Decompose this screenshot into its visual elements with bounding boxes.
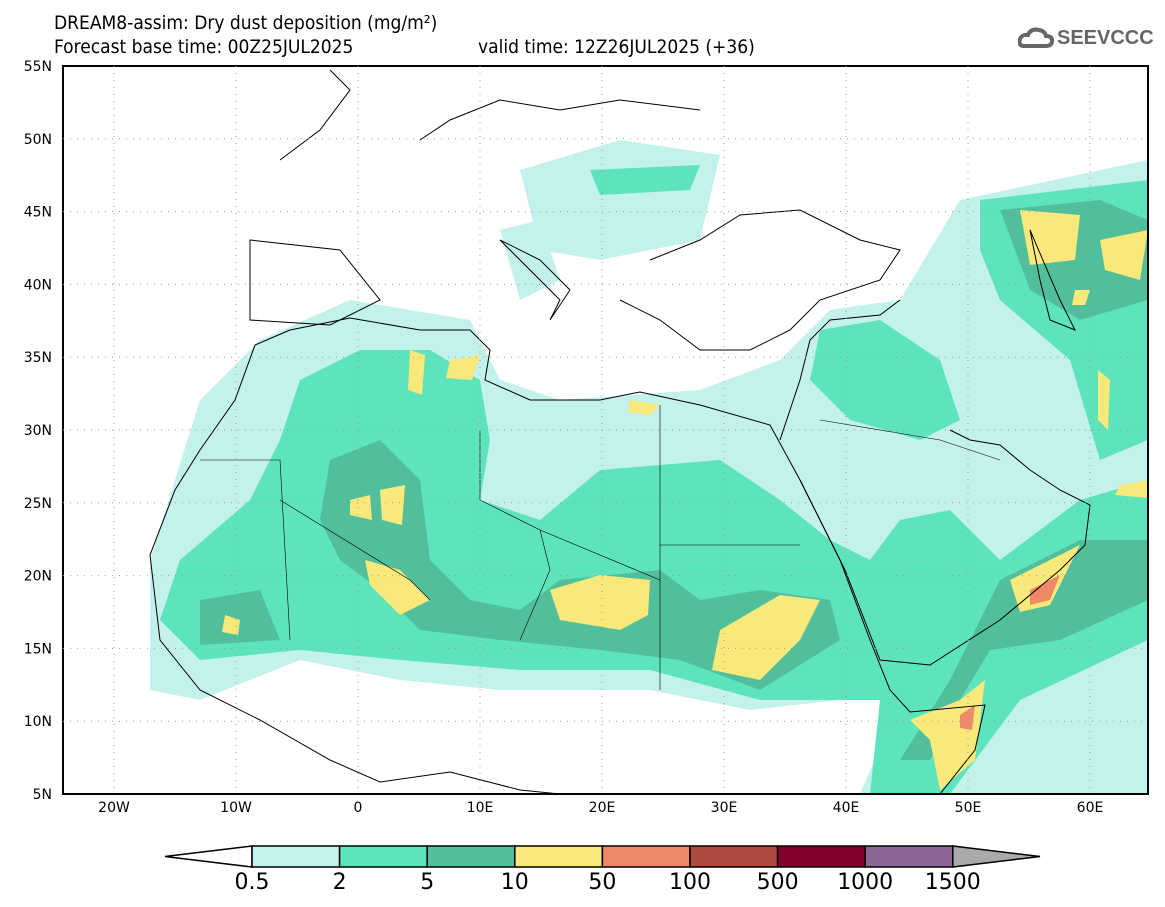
legend-swatch [776,845,866,868]
legend-swatch [514,845,604,868]
dust-2-ne [590,165,1148,460]
dust-fields [150,140,1148,794]
legend-label: 5 [420,870,435,895]
lon-label: 20E [589,800,616,816]
legend-swatch [601,845,691,868]
legend-label: 2 [332,870,347,895]
legend-swatch [426,845,516,868]
dust-5 [200,200,1148,760]
axis-labels: 20W 10W 0 10E 20E 30E 40E 50E 60E 55N 50N 45N 40N 35N… [24,59,1148,816]
dust-0.5-europe [500,140,720,300]
lat-label: 20N [24,569,52,585]
legend-low-arrow [164,845,253,868]
color-legend [164,845,1041,868]
legend-label: 50 [588,870,617,895]
map-title: DREAM8-assim: Dry dust deposition (mg/m²… [54,12,438,34]
lat-label: 55N [24,59,52,75]
base-time: Forecast base time: 00Z25JUL2025 [54,36,354,58]
coastlines [149,69,1091,794]
cloud-icon [1018,27,1054,48]
lon-label: 10E [467,800,494,816]
legend-high-arrow [952,845,1041,868]
lat-label: 15N [24,641,52,657]
legend-label: 100 [669,870,711,895]
seevccc-logo: SEEVCCC [1018,26,1154,50]
borders [200,405,1001,690]
lat-label: 45N [24,205,52,221]
lon-label: 0 [354,800,363,816]
legend-swatch [864,845,954,868]
lat-label: 10N [24,714,52,730]
legend-swatch [338,845,428,868]
lat-label: 35N [24,350,52,366]
lon-label: 10W [220,800,252,816]
legend-label: 1500 [924,870,981,895]
legend-label: 0.5 [234,870,270,895]
lon-label: 50E [955,800,982,816]
legend-swatch [251,845,341,868]
lat-label: 30N [24,423,52,439]
lon-label: 30E [711,800,738,816]
logo-text: SEEVCCC [1057,26,1154,49]
valid-time: valid time: 12Z26JUL2025 (+36) [478,36,755,58]
lon-label: 40E [833,800,860,816]
dust-50 [960,575,1060,730]
lon-label: 60E [1077,800,1104,816]
legend-swatch [689,845,779,868]
lat-label: 5N [33,787,52,803]
legend-label: 500 [756,870,799,895]
lon-label: 20W [98,800,130,816]
lat-label: 25N [24,496,52,512]
legend-label: 10 [500,870,529,895]
lat-label: 50N [24,132,52,148]
lat-label: 40N [24,277,52,293]
legend-label: 1000 [837,870,894,895]
